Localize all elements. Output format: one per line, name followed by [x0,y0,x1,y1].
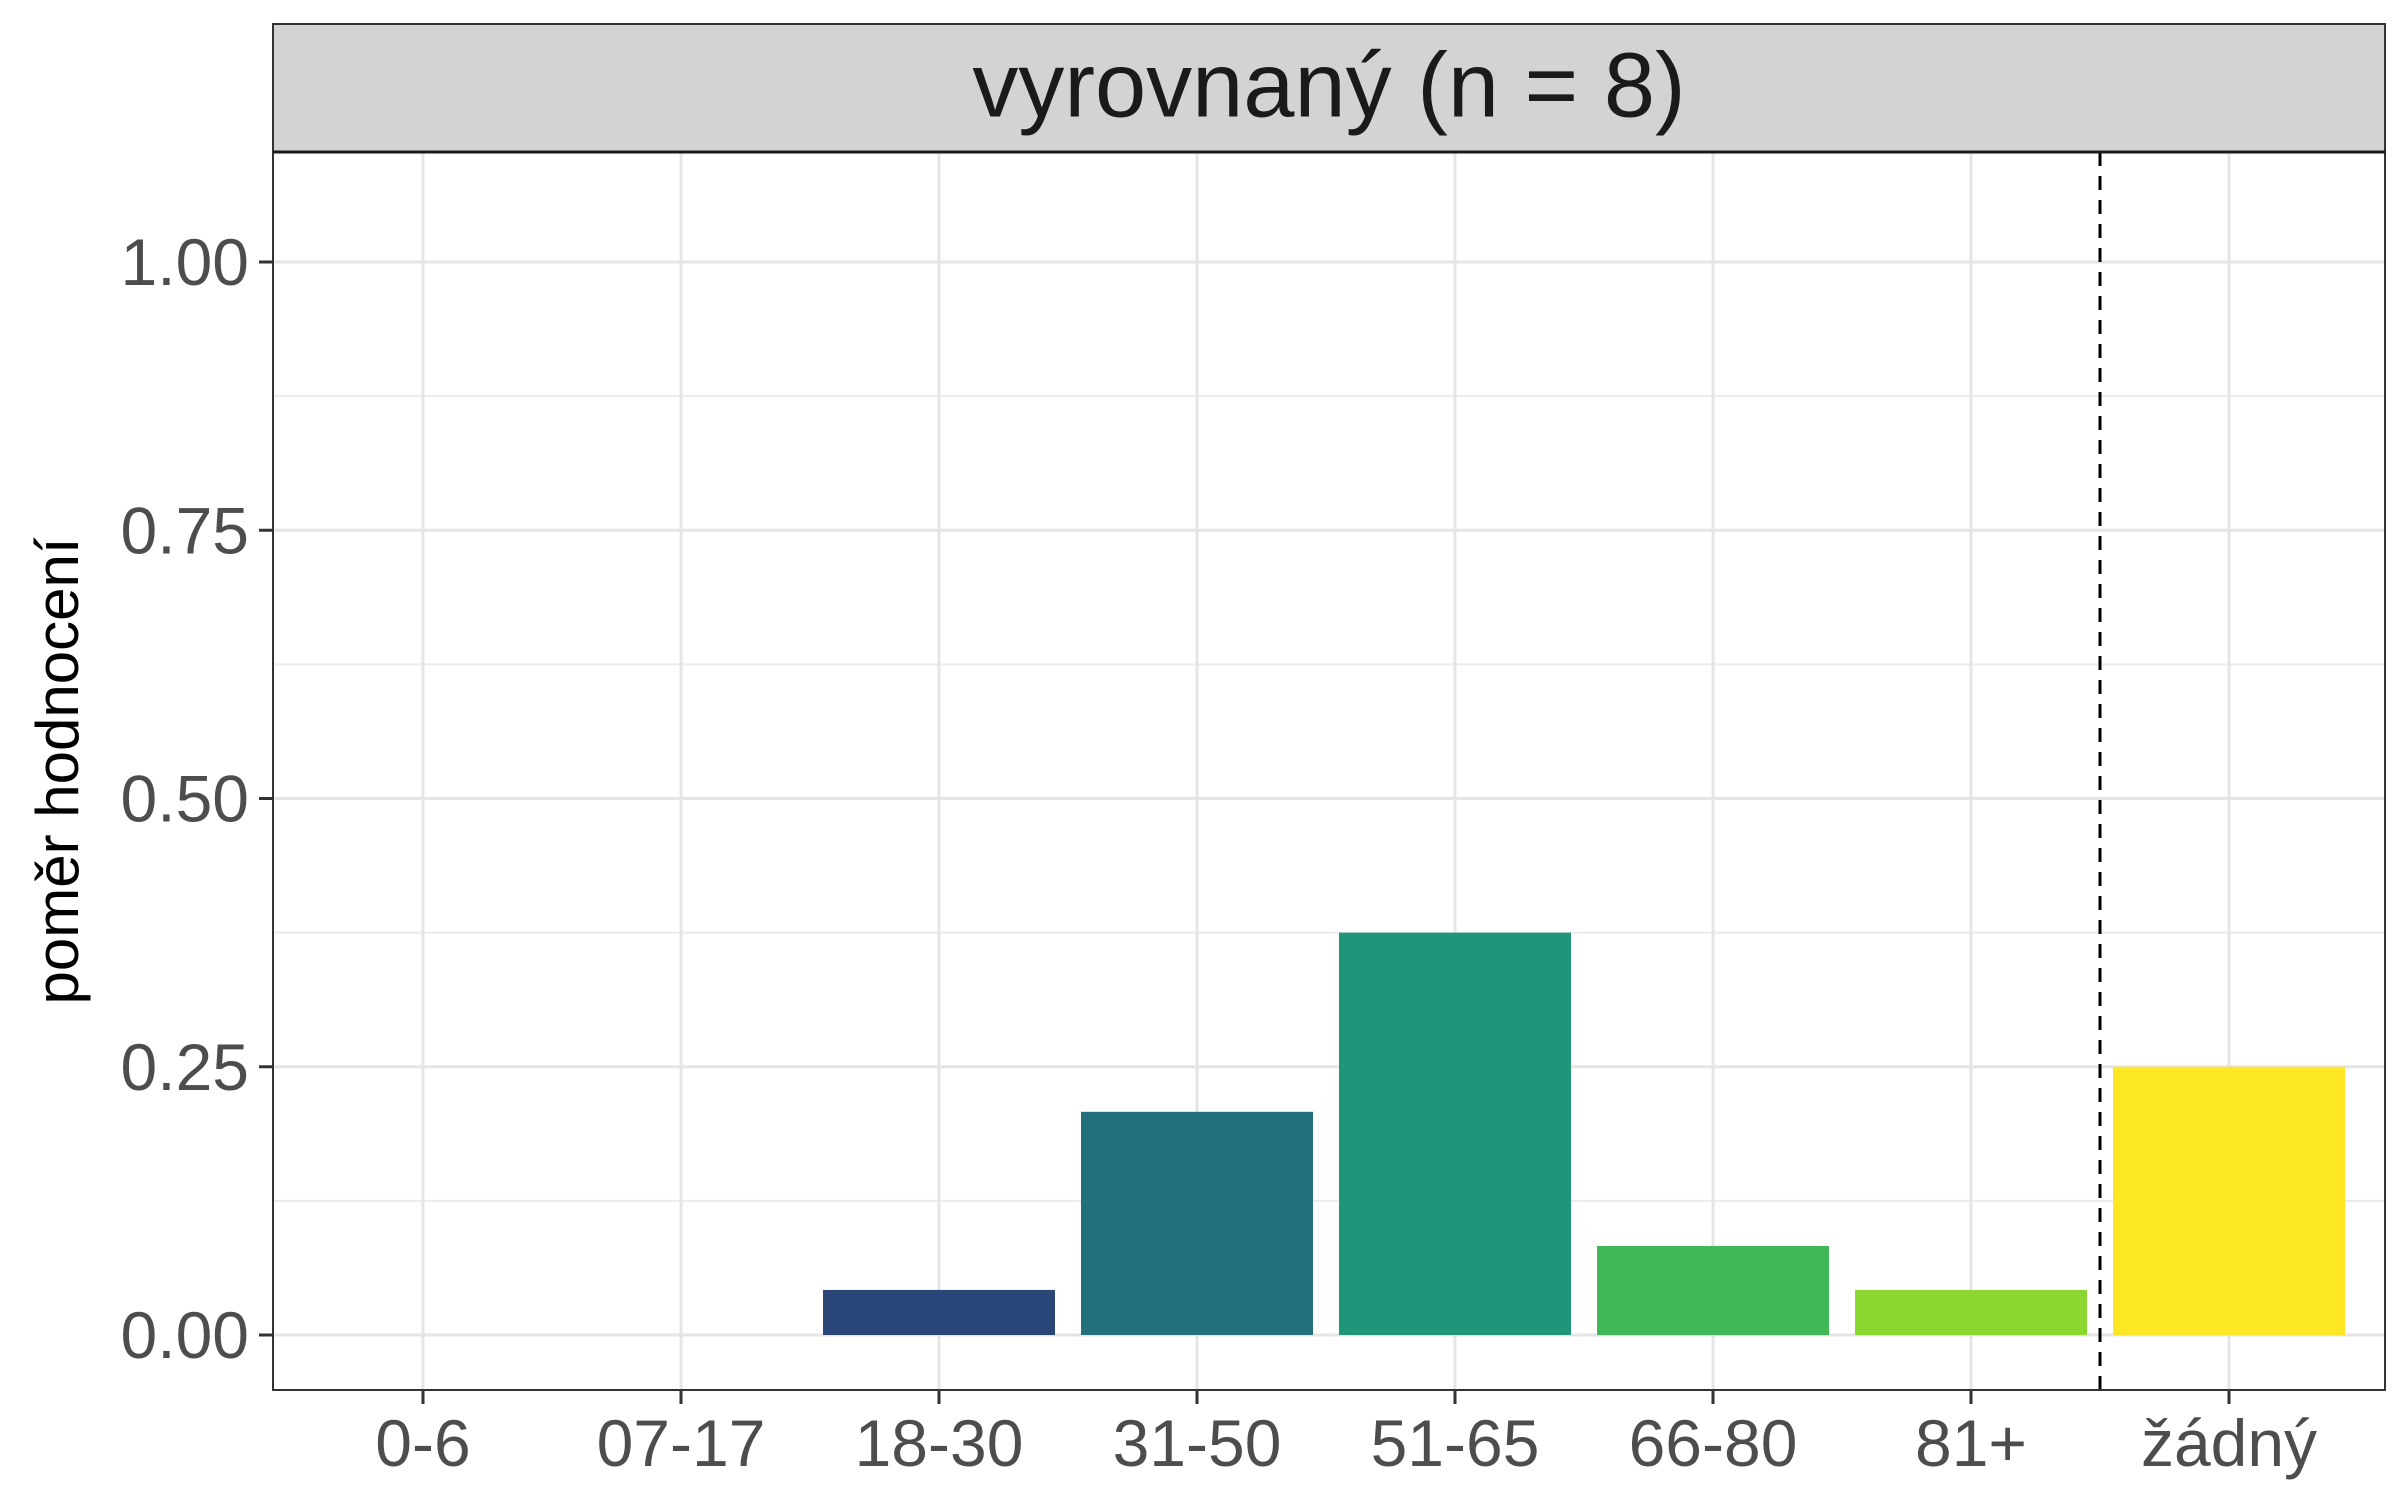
x-tick-label: 18-30 [855,1406,1024,1480]
bar-66-80 [1597,1245,1829,1335]
bars [823,932,2345,1335]
y-tick-label: 0.25 [121,1030,249,1104]
x-tick-label: žádný [2141,1406,2317,1480]
x-axis: 0-6 07-17 18-30 31-50 51-65 66-80 81+ žádný [375,1390,2317,1480]
bar-31-50 [1081,1111,1313,1335]
y-axis-title: poměr hodnocení [24,537,91,1004]
minor-gridlines [273,395,2385,1202]
x-tick-label: 07-17 [597,1406,766,1480]
x-tick-label: 66-80 [1629,1406,1798,1480]
bar-18-30 [823,1289,1055,1335]
bar-žádný [2113,1066,2345,1335]
bar-51-65 [1339,932,1571,1335]
y-tick-label: 0.50 [121,762,249,836]
plot-panel [273,152,2385,1390]
x-tick-label: 51-65 [1371,1406,1540,1480]
x-tick-label: 31-50 [1113,1406,1282,1480]
y-tick-label: 0.00 [121,1298,249,1372]
x-tick-label: 81+ [1915,1406,2027,1480]
y-axis: 0.00 0.25 0.50 0.75 1.00 [121,225,273,1372]
y-tick-label: 0.75 [121,493,249,567]
facet-strip-title: vyrovnaný (n = 8) [972,34,1685,136]
y-tick-label: 1.00 [121,225,249,299]
facet-strip [272,23,2386,153]
bar-81+ [1855,1289,2087,1335]
x-tick-label: 0-6 [375,1406,470,1480]
major-gridlines [273,152,2385,1390]
